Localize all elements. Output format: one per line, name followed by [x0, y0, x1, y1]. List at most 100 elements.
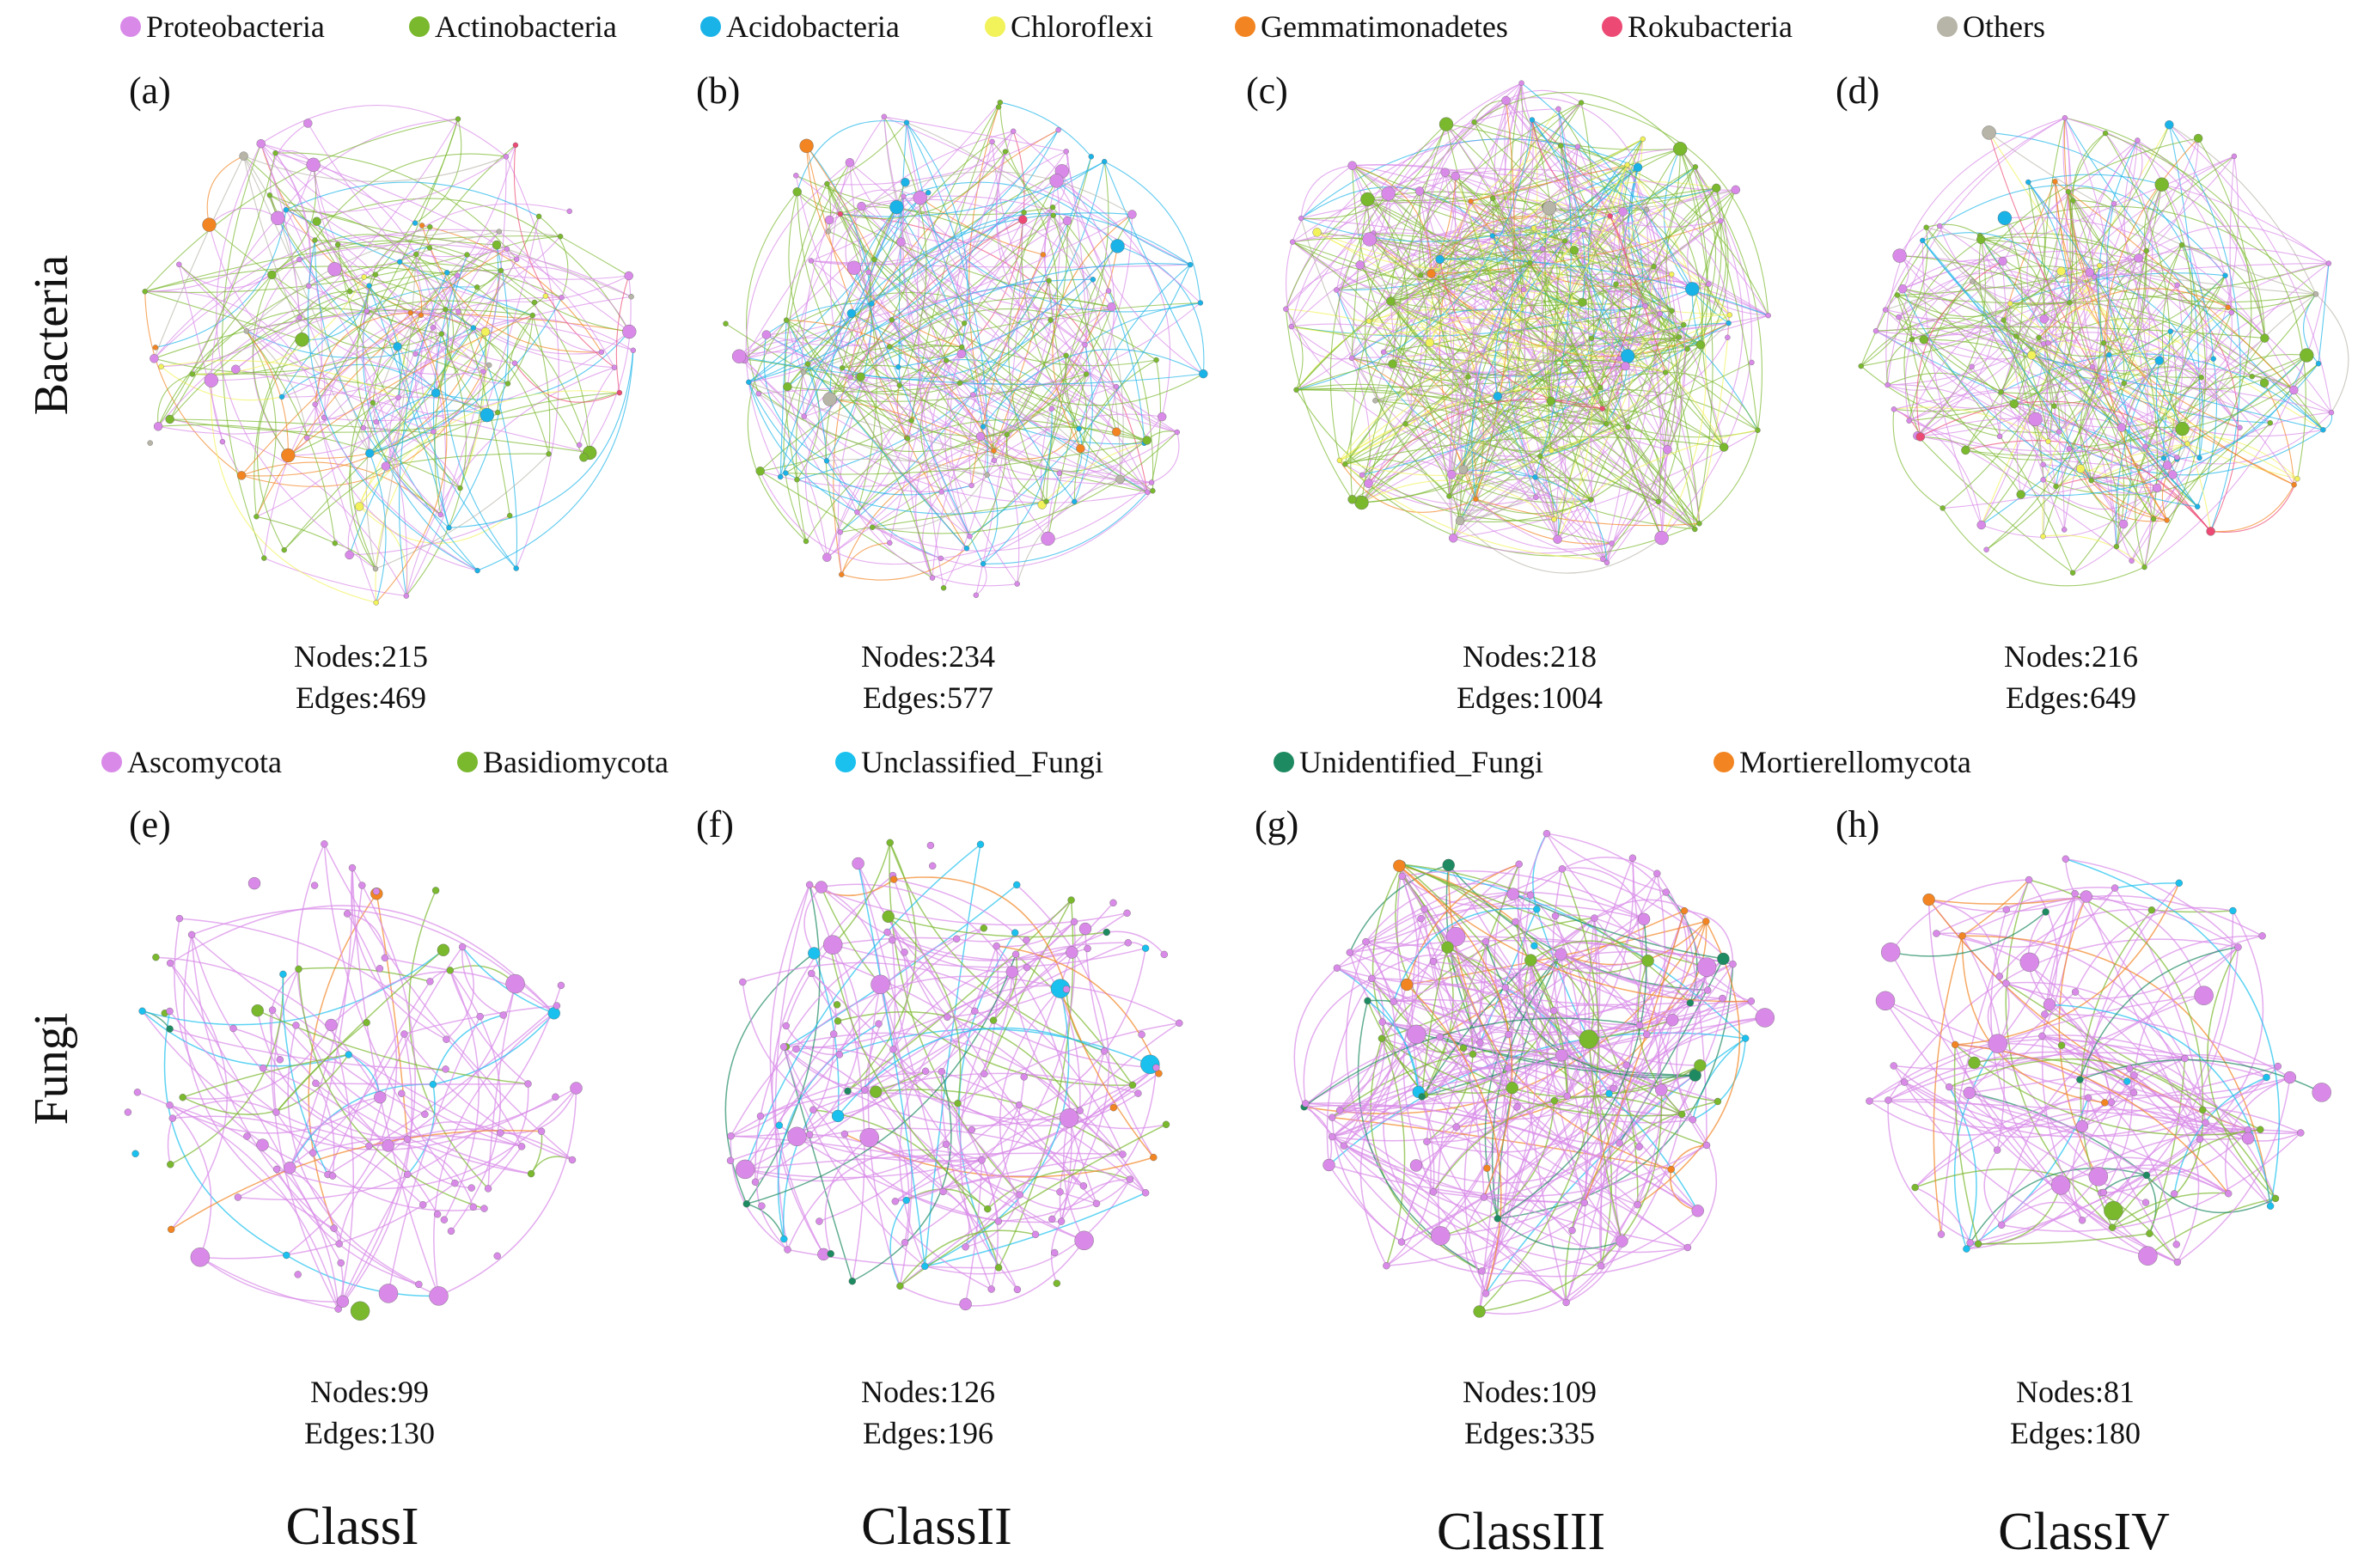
network-edge [1352, 164, 1672, 275]
network-node [2061, 527, 2068, 533]
network-node [166, 1007, 174, 1016]
panel-label-a: (a) [129, 70, 171, 112]
network-edge [372, 144, 516, 403]
network-node [1406, 1024, 1426, 1045]
network-node [1678, 1110, 1686, 1119]
network-edge [578, 367, 615, 446]
network-node [1562, 1298, 1570, 1307]
network-edge [1292, 168, 1709, 285]
network-edge [1456, 857, 1634, 1128]
network-node [531, 299, 538, 306]
network-edge [169, 1096, 381, 1134]
network-edge [1899, 255, 2070, 303]
network-edge [2016, 272, 2091, 495]
network-node [458, 943, 467, 951]
network-edge [307, 240, 478, 571]
network-node [484, 1185, 492, 1193]
network-node [1725, 334, 1731, 340]
network-edge [275, 1112, 485, 1211]
network-node [2053, 483, 2059, 490]
network-node [896, 1282, 904, 1290]
network-node [1451, 171, 1460, 181]
network-edge [399, 261, 629, 302]
network-edge [1868, 1079, 2080, 1136]
network-edge [1419, 187, 1717, 211]
network-edge [1345, 941, 1441, 1236]
network-edge [1423, 908, 1562, 1056]
network-edge [1344, 400, 1607, 465]
legend-swatch [120, 16, 141, 37]
network-node [1150, 488, 1156, 494]
network-node [504, 246, 510, 253]
network-node [366, 283, 372, 289]
network-edge [246, 331, 277, 517]
network-node [751, 1178, 760, 1186]
row-label-fungi: Fungi [25, 1012, 78, 1126]
network-edge [264, 558, 406, 597]
network-node [746, 379, 752, 385]
network-node [1755, 1008, 1775, 1028]
network-edge [2006, 946, 2239, 1000]
network-node [1579, 1029, 1598, 1049]
network-edge [888, 916, 1084, 1187]
network-node [1529, 117, 1536, 123]
network-node [2171, 1190, 2178, 1198]
network-edge [1463, 167, 1639, 470]
network-node [1974, 1240, 1982, 1248]
legend-swatch [700, 16, 721, 37]
network-edge [2004, 217, 2057, 420]
network-node [1662, 369, 1669, 375]
network-edge [1893, 406, 2049, 442]
network-edge [888, 916, 908, 1050]
network-node [1041, 531, 1055, 546]
network-node [579, 453, 589, 462]
network-edge [366, 310, 437, 394]
network-edge [1439, 910, 1685, 1038]
network-edge [746, 884, 821, 1205]
network-node [1459, 1044, 1468, 1052]
network-node [512, 142, 519, 149]
network-edge [1561, 857, 1658, 875]
network-edge [2181, 244, 2265, 339]
network-edge [1911, 339, 2060, 433]
network-node [1362, 232, 1377, 247]
network-node [1100, 1047, 1109, 1055]
legend-item-others: Others [1937, 9, 2045, 45]
network-edge [1368, 317, 1688, 350]
network-node [2085, 267, 2094, 278]
network-node [2121, 380, 2127, 387]
network-edge [1005, 434, 1047, 503]
network-node [2266, 1202, 2275, 1210]
network-node [2165, 120, 2174, 130]
network-node [1936, 223, 1943, 229]
network-node [1124, 939, 1132, 947]
network-edge [487, 1145, 522, 1189]
network-edge [850, 319, 893, 378]
network-edge [1923, 265, 2090, 340]
network-edge [1115, 386, 1177, 433]
network-node [815, 881, 828, 894]
network-edge [806, 145, 968, 549]
network-edge [1459, 322, 1729, 522]
network-edge [1453, 537, 1612, 554]
network-node [372, 272, 379, 278]
network-edge [982, 408, 1053, 564]
network-node [1609, 540, 1615, 546]
network-node [1119, 1150, 1127, 1158]
network-edge [1351, 207, 1550, 359]
network-edge [871, 212, 1191, 304]
network-edge [399, 272, 448, 596]
network-edge [388, 1121, 501, 1146]
network-edge [1494, 119, 1534, 290]
network-node [2142, 443, 2148, 449]
network-node [1858, 363, 1864, 369]
network-node [306, 157, 321, 173]
network-edge [1483, 1196, 1689, 1254]
network-edge [209, 207, 278, 226]
network-edge [1068, 1117, 1167, 1130]
network-node [1056, 1188, 1064, 1196]
network-node [944, 357, 950, 363]
network-edge [1368, 172, 1446, 321]
network-edge [2251, 354, 2307, 377]
network-node [1997, 210, 2013, 226]
